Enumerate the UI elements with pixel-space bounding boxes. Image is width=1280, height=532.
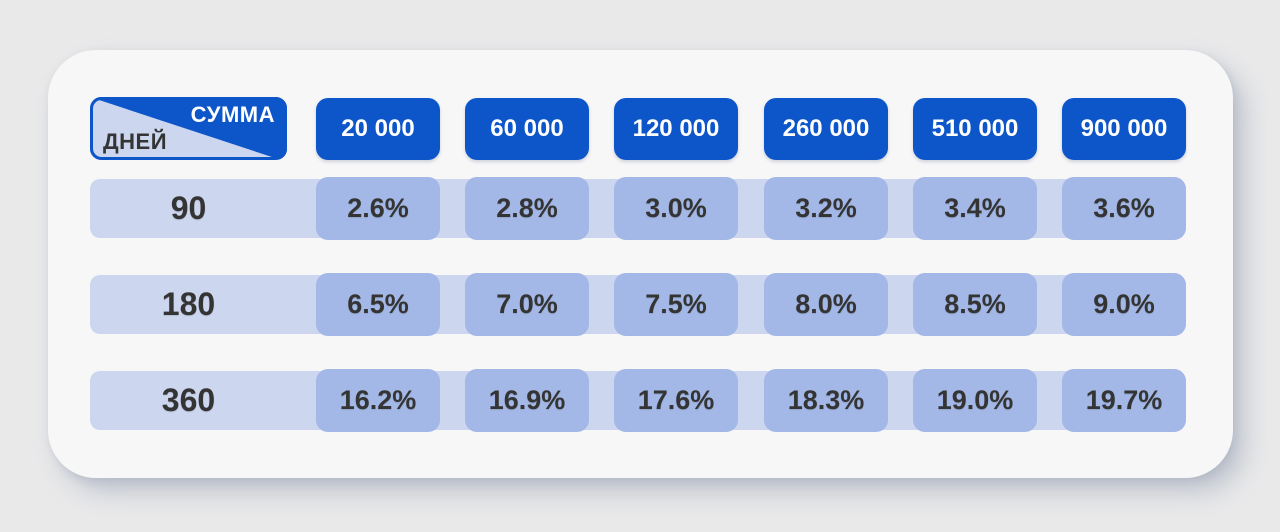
column-header-20000: 20 000: [316, 98, 440, 160]
rate-cell-90-900000: 3.6%: [1062, 177, 1186, 240]
rate-cell-180-510000: 8.5%: [913, 273, 1037, 336]
rate-cell-180-60000: 7.0%: [465, 273, 589, 336]
rate-cell-180-260000: 8.0%: [764, 273, 888, 336]
diagonal-divider-icon: [90, 97, 287, 160]
column-header-900000: 900 000: [1062, 98, 1186, 160]
column-header-510000: 510 000: [913, 98, 1037, 160]
rate-cell-180-20000: 6.5%: [316, 273, 440, 336]
rate-cell-90-260000: 3.2%: [764, 177, 888, 240]
row-label-180: 180: [161, 286, 216, 322]
rate-cell-360-20000: 16.2%: [316, 369, 440, 432]
rates-card: СУММА ДНЕЙ 20 000 60 000 120 000 260 000…: [48, 50, 1233, 478]
row-label-90: 90: [170, 190, 207, 226]
column-header-60000: 60 000: [465, 98, 589, 160]
rate-cell-360-120000: 17.6%: [614, 369, 738, 432]
rate-cell-360-900000: 19.7%: [1062, 369, 1186, 432]
column-header-120000: 120 000: [614, 98, 738, 160]
rate-cell-180-120000: 7.5%: [614, 273, 738, 336]
rate-cell-90-60000: 2.8%: [465, 177, 589, 240]
rate-cell-360-60000: 16.9%: [465, 369, 589, 432]
rate-cell-90-510000: 3.4%: [913, 177, 1037, 240]
rate-cell-90-20000: 2.6%: [316, 177, 440, 240]
rate-cell-90-120000: 3.0%: [614, 177, 738, 240]
column-header-260000: 260 000: [764, 98, 888, 160]
rate-cell-360-260000: 18.3%: [764, 369, 888, 432]
corner-label-sum: СУММА: [190, 102, 275, 127]
row-label-360: 360: [161, 382, 216, 418]
rate-cell-180-900000: 9.0%: [1062, 273, 1186, 336]
corner-label-days: ДНЕЙ: [103, 129, 168, 154]
corner-header-cell: СУММА ДНЕЙ: [90, 97, 287, 160]
rate-cell-360-510000: 19.0%: [913, 369, 1037, 432]
